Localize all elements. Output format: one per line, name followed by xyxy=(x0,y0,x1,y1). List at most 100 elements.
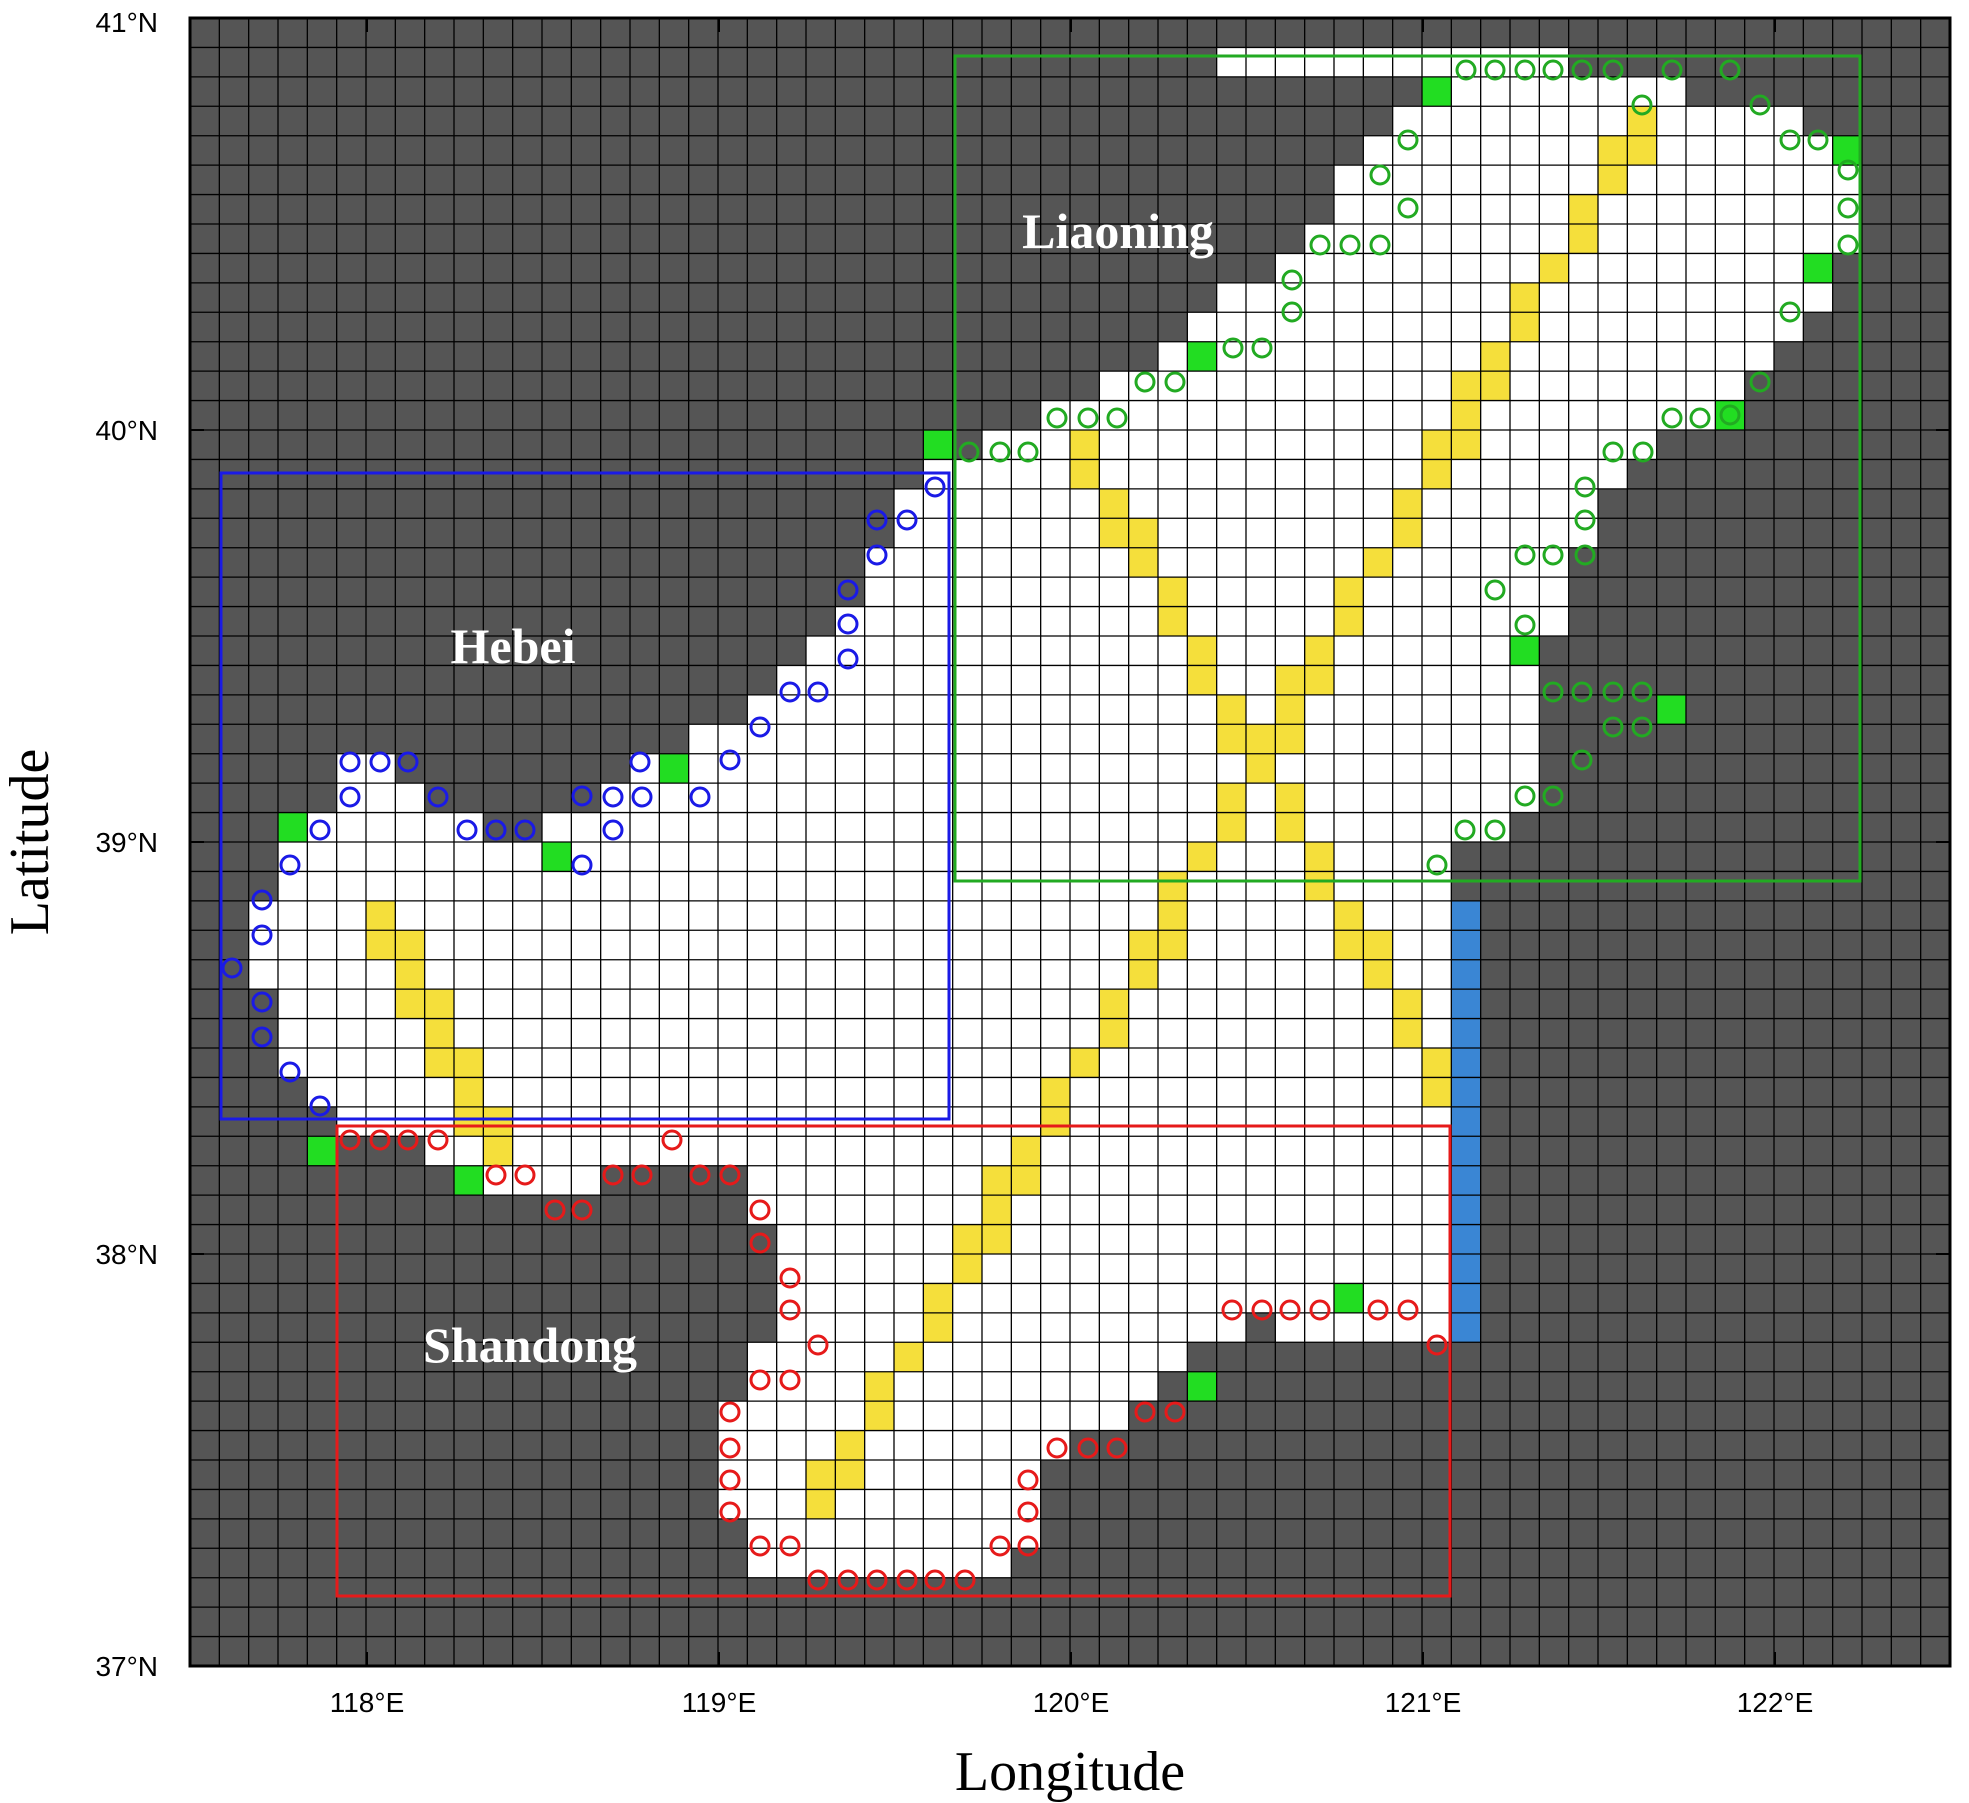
water-cell xyxy=(1451,312,1481,342)
water-cell xyxy=(1246,547,1276,578)
channel-cell xyxy=(1422,459,1452,489)
water-cell xyxy=(1422,1165,1452,1196)
water-cell xyxy=(1099,1106,1129,1137)
water-cell xyxy=(1011,1312,1041,1343)
station-marker xyxy=(251,991,273,1013)
water-cell xyxy=(424,959,454,990)
water-cell xyxy=(864,1048,894,1078)
water-cell xyxy=(923,1460,953,1490)
water-cell xyxy=(512,989,542,1019)
water-cell xyxy=(1451,577,1481,607)
water-cell xyxy=(366,812,396,842)
water-cell xyxy=(1392,636,1422,666)
water-cell xyxy=(1040,1401,1070,1431)
water-cell xyxy=(1275,1254,1305,1284)
water-cell xyxy=(1451,488,1481,519)
water-cell xyxy=(952,459,982,489)
water-cell xyxy=(659,812,689,842)
station-marker xyxy=(1542,544,1564,566)
station-marker xyxy=(807,1334,829,1356)
water-cell xyxy=(1099,1224,1129,1254)
water-cell xyxy=(982,1518,1012,1549)
water-cell xyxy=(1363,488,1393,519)
water-cell xyxy=(894,930,924,960)
water-cell xyxy=(278,930,308,960)
water-cell xyxy=(982,1489,1012,1519)
water-cell xyxy=(1656,224,1686,254)
water-cell xyxy=(1334,1048,1364,1078)
water-cell xyxy=(1128,577,1158,607)
water-cell xyxy=(1040,488,1070,519)
water-cell xyxy=(1275,430,1305,460)
water-cell xyxy=(864,842,894,872)
water-cell xyxy=(1070,1018,1100,1048)
water-cell xyxy=(923,1342,953,1372)
water-cell xyxy=(835,930,865,960)
water-cell xyxy=(1216,900,1246,931)
water-cell xyxy=(571,1165,601,1196)
water-cell xyxy=(1128,753,1158,784)
y-tick-38: 38°N xyxy=(95,1239,158,1270)
water-cell xyxy=(600,1106,630,1137)
water-cell xyxy=(835,694,865,725)
station-marker xyxy=(837,579,859,601)
station-marker xyxy=(1281,269,1303,291)
water-cell xyxy=(864,1518,894,1549)
station-marker xyxy=(866,544,888,566)
water-cell xyxy=(1363,900,1393,931)
channel-cells xyxy=(366,106,1657,1519)
station-marker xyxy=(1807,129,1829,151)
water-cell xyxy=(1422,282,1452,313)
water-cell xyxy=(1187,577,1217,607)
water-cell xyxy=(1392,930,1422,960)
water-cell xyxy=(982,1018,1012,1048)
water-cell xyxy=(952,694,982,725)
channel-cell xyxy=(1422,1048,1452,1078)
water-cell xyxy=(718,1048,748,1078)
water-cell xyxy=(894,694,924,725)
water-cell xyxy=(1715,194,1745,224)
water-cell xyxy=(1246,371,1276,401)
water-cell xyxy=(1451,724,1481,754)
water-cell xyxy=(1510,106,1540,136)
water-cell xyxy=(894,1195,924,1225)
water-cell xyxy=(864,1106,894,1137)
water-cell xyxy=(1451,606,1481,636)
water-cell xyxy=(1422,1283,1452,1313)
water-cell xyxy=(1422,106,1452,136)
water-cell xyxy=(982,1430,1012,1460)
water-cell xyxy=(1803,165,1833,195)
water-cell xyxy=(1304,459,1334,489)
station-marker xyxy=(631,786,653,808)
water-cell xyxy=(835,753,865,784)
water-cell xyxy=(806,1430,836,1460)
water-cell xyxy=(1334,194,1364,224)
water-cell xyxy=(806,783,836,813)
water-cell xyxy=(1158,753,1188,784)
channel-cell xyxy=(1334,900,1364,931)
water-cell xyxy=(1246,1195,1276,1225)
water-cell xyxy=(1392,606,1422,636)
water-cell xyxy=(894,753,924,784)
station-marker xyxy=(1339,234,1361,256)
water-cell xyxy=(1363,1077,1393,1107)
channel-cell xyxy=(1099,989,1129,1019)
water-cell xyxy=(1070,1136,1100,1166)
water-cell xyxy=(1187,1254,1217,1284)
water-cell xyxy=(1656,253,1686,283)
channel-cell xyxy=(1568,194,1598,224)
water-cell xyxy=(483,842,513,872)
water-cell xyxy=(864,636,894,666)
water-cell xyxy=(1422,224,1452,254)
water-cell xyxy=(1392,665,1422,695)
water-cell xyxy=(982,694,1012,725)
water-cell xyxy=(864,1489,894,1519)
channel-cell xyxy=(1187,665,1217,695)
water-cell xyxy=(1480,253,1510,283)
water-cell xyxy=(1392,753,1422,784)
station-marker xyxy=(1134,371,1156,393)
water-cell xyxy=(1686,312,1716,342)
channel-cell xyxy=(1392,989,1422,1019)
water-cell xyxy=(688,1136,718,1166)
water-cell xyxy=(1011,930,1041,960)
